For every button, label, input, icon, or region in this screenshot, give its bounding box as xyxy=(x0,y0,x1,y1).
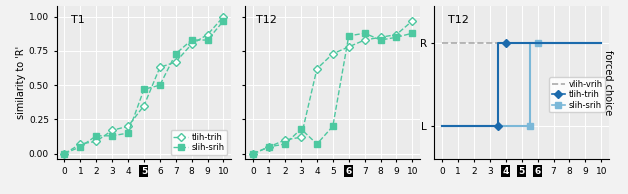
tlih-trih xyxy=(597,42,605,44)
Line: slih-srih: slih-srih xyxy=(440,40,604,129)
slih-srih xyxy=(597,42,605,44)
slih-srih xyxy=(438,125,446,127)
tlih-trih xyxy=(502,42,509,44)
Text: T1: T1 xyxy=(70,15,84,25)
Text: T12: T12 xyxy=(256,15,277,25)
Text: T12: T12 xyxy=(448,15,469,25)
slih-srih xyxy=(534,42,541,44)
tlih-trih xyxy=(494,42,502,44)
Legend: tlih-trih, slih-srih: tlih-trih, slih-srih xyxy=(171,130,227,155)
tlih-trih xyxy=(494,125,502,127)
Y-axis label: forced choice: forced choice xyxy=(604,50,614,115)
Legend: vlih-vrih, tlih-trih, slih-srih: vlih-vrih, tlih-trih, slih-srih xyxy=(550,77,605,112)
Y-axis label: similarity to 'R': similarity to 'R' xyxy=(16,46,26,119)
slih-srih xyxy=(526,125,533,127)
tlih-trih xyxy=(438,125,446,127)
Line: tlih-trih: tlih-trih xyxy=(440,40,604,129)
slih-srih xyxy=(526,42,533,44)
